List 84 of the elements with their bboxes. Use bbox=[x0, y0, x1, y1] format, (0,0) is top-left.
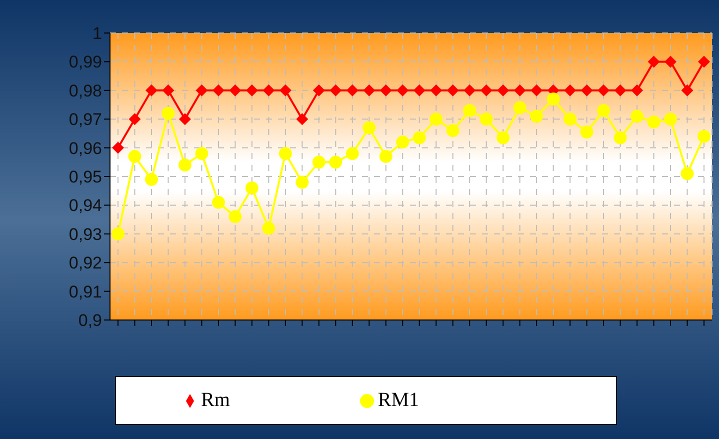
point bbox=[128, 150, 142, 163]
point bbox=[412, 131, 426, 144]
point bbox=[664, 112, 678, 126]
point bbox=[597, 104, 610, 117]
point bbox=[497, 84, 510, 96]
y-tick-label: 0,91 bbox=[68, 282, 102, 302]
y-tick-label: 0,95 bbox=[68, 168, 102, 187]
point bbox=[580, 126, 594, 139]
point bbox=[162, 106, 175, 120]
point bbox=[513, 101, 526, 114]
point bbox=[144, 172, 158, 186]
legend-label: RM1 bbox=[378, 389, 420, 411]
point bbox=[162, 84, 174, 96]
point bbox=[379, 150, 392, 163]
y-tick-label: 0,99 bbox=[68, 52, 102, 72]
point bbox=[698, 56, 710, 68]
point bbox=[178, 113, 191, 126]
point bbox=[279, 84, 292, 96]
point bbox=[145, 84, 158, 96]
point bbox=[446, 124, 460, 138]
point bbox=[246, 84, 258, 96]
point bbox=[245, 181, 258, 194]
point bbox=[496, 131, 510, 144]
point bbox=[112, 142, 124, 154]
y-tick-label: 0,98 bbox=[68, 81, 102, 100]
y-tick-label: 0,92 bbox=[68, 254, 102, 273]
point bbox=[614, 84, 626, 96]
point bbox=[362, 121, 376, 134]
point bbox=[480, 84, 492, 96]
y-tick-label: 0,94 bbox=[68, 196, 102, 216]
point bbox=[195, 147, 208, 160]
point bbox=[580, 84, 593, 96]
point bbox=[514, 84, 526, 96]
point bbox=[664, 56, 677, 68]
y-tick-label: 1 bbox=[92, 24, 102, 44]
point bbox=[648, 56, 660, 68]
y-tick-label: 0,93 bbox=[68, 224, 102, 244]
point bbox=[380, 84, 392, 96]
point bbox=[262, 222, 276, 235]
point bbox=[681, 84, 694, 96]
point bbox=[296, 113, 308, 126]
point bbox=[112, 227, 124, 240]
point bbox=[530, 84, 543, 96]
point bbox=[598, 84, 610, 96]
point bbox=[630, 110, 644, 123]
point bbox=[196, 84, 208, 96]
point bbox=[413, 84, 426, 96]
y-tick-label: 0,9 bbox=[78, 311, 102, 330]
point bbox=[430, 84, 442, 96]
point bbox=[396, 136, 410, 149]
point bbox=[564, 112, 577, 126]
point bbox=[178, 158, 192, 172]
point bbox=[698, 130, 710, 143]
point bbox=[128, 113, 141, 126]
y-tick-label: 0,96 bbox=[68, 138, 102, 158]
point bbox=[631, 84, 644, 96]
point bbox=[446, 84, 459, 96]
point bbox=[212, 84, 224, 96]
point bbox=[680, 167, 694, 180]
point bbox=[614, 131, 627, 144]
point bbox=[346, 147, 359, 160]
point bbox=[329, 156, 342, 169]
point bbox=[463, 104, 476, 117]
point bbox=[312, 156, 326, 169]
point bbox=[296, 176, 309, 189]
point bbox=[229, 84, 242, 96]
point bbox=[346, 84, 358, 96]
point bbox=[464, 84, 476, 96]
point bbox=[480, 112, 493, 126]
legend-label: Rm bbox=[200, 389, 230, 411]
point bbox=[228, 210, 242, 224]
y-tick-label: 0,97 bbox=[68, 110, 102, 130]
point bbox=[546, 92, 560, 106]
point bbox=[564, 84, 576, 96]
point bbox=[530, 110, 544, 123]
point bbox=[396, 84, 409, 96]
point bbox=[278, 147, 292, 160]
point bbox=[312, 84, 325, 96]
point bbox=[330, 84, 342, 96]
point bbox=[363, 84, 376, 96]
point bbox=[647, 115, 660, 128]
point bbox=[212, 196, 225, 209]
point bbox=[262, 84, 275, 96]
point bbox=[430, 112, 443, 126]
